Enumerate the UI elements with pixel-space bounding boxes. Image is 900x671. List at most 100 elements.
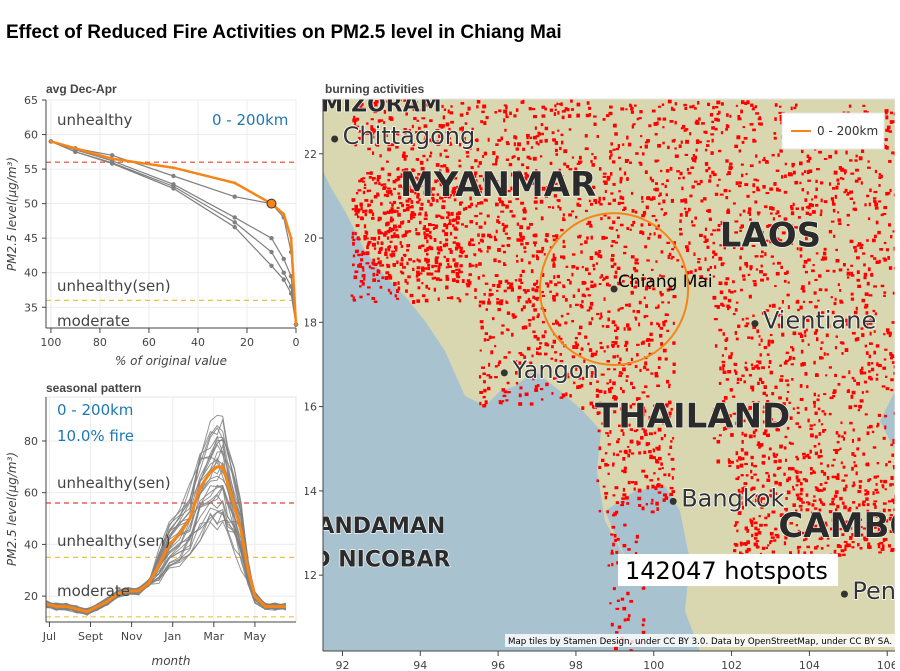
hotspot-dot — [590, 371, 595, 375]
hotspot-dot — [479, 250, 483, 253]
hotspot-dot — [655, 182, 658, 185]
hotspot-dot — [593, 267, 596, 271]
hotspot-dot — [814, 512, 818, 516]
hotspot-dot — [769, 370, 773, 375]
hotspot-dot — [402, 186, 406, 190]
hotspot-dot — [467, 242, 472, 246]
hotspot-dot — [661, 103, 665, 106]
hotspot-dot — [634, 540, 638, 544]
hotspot-dot — [720, 302, 724, 306]
hotspot-dot — [409, 213, 414, 218]
hotspot-dot — [762, 273, 767, 277]
hotspot-dot — [876, 373, 879, 376]
hotspot-dot — [429, 246, 434, 251]
hotspot-dot — [359, 295, 363, 299]
hotspot-dot — [739, 229, 743, 232]
hotspot-dot — [576, 202, 580, 207]
hotspot-dot — [781, 527, 785, 531]
hotspot-dot — [758, 515, 761, 518]
hotspot-dot — [622, 432, 625, 436]
hotspot-dot — [471, 243, 475, 247]
hotspot-dot — [623, 405, 627, 409]
hotspot-dot — [535, 169, 538, 173]
hotspot-dot — [856, 337, 860, 341]
chart1-title: avg Dec-Apr — [46, 82, 117, 96]
hotspot-dot — [734, 220, 739, 223]
hotspot-dot — [417, 172, 421, 176]
hotspot-dot — [593, 122, 597, 126]
hotspot-dot — [407, 129, 411, 133]
hotspot-dot — [785, 497, 788, 500]
hotspot-dot — [771, 340, 775, 344]
hotspot-dot — [725, 196, 729, 200]
hotspot-dot — [685, 210, 689, 214]
chart2-xtick-label: Jul — [42, 630, 56, 643]
hotspot-dot — [603, 277, 607, 280]
hotspot-dot — [366, 242, 370, 246]
hotspot-dot — [631, 403, 636, 406]
hotspot-dot — [804, 236, 808, 241]
hotspot-dot — [557, 205, 560, 209]
hotspot-dot — [386, 187, 391, 190]
hotspot-dot — [655, 306, 659, 309]
hotspot-dot — [444, 232, 449, 237]
hotspot-dot — [667, 99, 672, 104]
hotspot-dot — [621, 500, 625, 504]
hotspot-dot — [810, 511, 814, 514]
hotspot-dot — [799, 397, 804, 401]
hotspot-dot — [365, 251, 370, 256]
hotspot-dot — [354, 231, 357, 236]
hotspot-dot — [626, 159, 629, 162]
hotspot-dot — [520, 201, 525, 205]
hotspot-dot — [634, 364, 638, 369]
hotspot-dot — [537, 352, 542, 356]
hotspot-dot — [527, 297, 531, 302]
map-attribution[interactable]: Map tiles by Stamen Design, under CC BY … — [505, 634, 895, 647]
hotspot-dot — [455, 268, 459, 271]
hotspot-dot — [706, 245, 710, 249]
hotspot-dot — [505, 113, 508, 117]
hotspot-dot — [781, 231, 786, 235]
hotspot-dot — [767, 342, 771, 347]
hotspot-dot — [757, 117, 762, 121]
hotspot-dot — [504, 232, 508, 235]
hotspot-dot — [427, 223, 432, 227]
chart1-xlabel: % of original value — [115, 354, 227, 368]
hotspot-dot — [443, 185, 447, 189]
burning-activities-map[interactable]: MIZORAMMYANMARLAOSTHAILANDCAMBOANDAMAND … — [305, 91, 895, 671]
hotspot-dot — [665, 379, 670, 384]
hotspot-dot — [607, 564, 611, 567]
hotspot-dot — [508, 200, 512, 204]
hotspot-dot — [760, 278, 765, 282]
hotspot-dot — [495, 229, 498, 234]
hotspot-dot — [429, 189, 433, 194]
hotspot-dot — [884, 348, 888, 351]
map-attribution-text[interactable]: Map tiles by Stamen Design, under CC BY … — [508, 637, 892, 647]
hotspot-dot — [802, 300, 806, 303]
hotspot-dot — [460, 102, 465, 105]
hotspot-dot — [867, 542, 871, 546]
hotspot-dot — [870, 533, 875, 537]
hotspot-dot — [815, 203, 819, 207]
hotspot-dot — [547, 206, 551, 209]
hotspot-dot — [834, 450, 839, 455]
hotspot-dot — [820, 423, 824, 426]
hotspot-dot — [515, 381, 519, 385]
hotspot-dot — [807, 524, 810, 528]
hotspot-dot — [832, 389, 837, 394]
chart2-thresholds — [46, 502, 296, 618]
hotspot-dot — [407, 197, 412, 201]
hotspot-dot — [426, 246, 430, 251]
hotspot-dot — [877, 544, 881, 549]
hotspot-dot — [425, 252, 429, 256]
hotspot-dot — [607, 317, 610, 322]
hotspot-dot — [638, 423, 642, 427]
hotspot-dot — [885, 191, 889, 196]
hotspot-dot — [613, 646, 618, 651]
hotspot-dot — [815, 487, 819, 492]
hotspot-dot — [404, 168, 409, 172]
hotspot-dot — [813, 524, 818, 528]
hotspot-dot — [478, 304, 482, 308]
hotspot-dot — [408, 185, 411, 188]
hotspot-dot — [575, 303, 579, 307]
